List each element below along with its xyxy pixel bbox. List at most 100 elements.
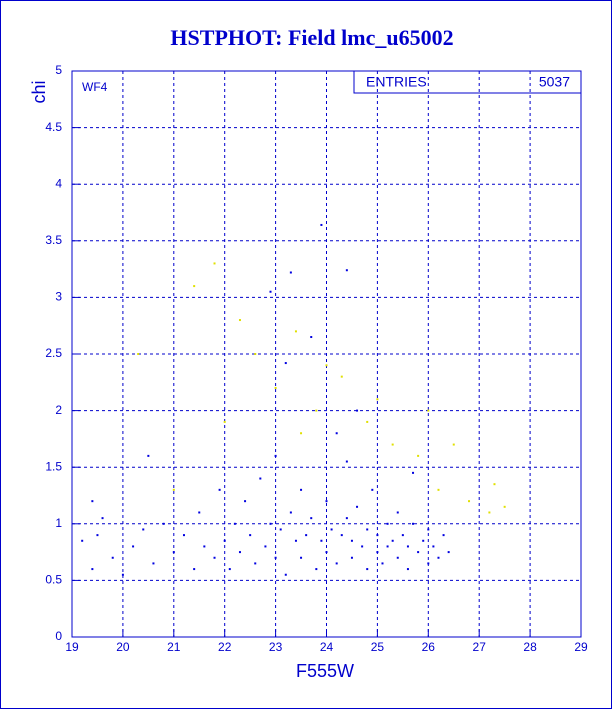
point [213, 556, 216, 559]
point [279, 528, 282, 531]
point [493, 483, 496, 486]
point [249, 534, 252, 537]
point [254, 562, 257, 565]
y-tick-label: 2 [55, 403, 62, 417]
point [406, 545, 409, 548]
point [203, 545, 206, 548]
point [432, 545, 435, 548]
point [147, 454, 150, 457]
point [335, 562, 338, 565]
x-tick-label: 20 [116, 640, 130, 654]
point [91, 500, 94, 503]
point [269, 522, 272, 525]
point [300, 488, 303, 491]
point [417, 454, 420, 457]
point [238, 319, 241, 322]
point [422, 539, 425, 542]
point [310, 517, 313, 520]
point [345, 517, 348, 520]
point [81, 539, 84, 542]
stats-value: 5037 [539, 74, 570, 90]
point [442, 534, 445, 537]
x-tick-label: 19 [65, 640, 79, 654]
point [340, 534, 343, 537]
point [315, 409, 318, 412]
point [376, 534, 379, 537]
point [427, 562, 430, 565]
point [350, 539, 353, 542]
y-tick-label: 0.5 [45, 573, 62, 587]
y-tick-label: 4 [55, 176, 62, 190]
point [172, 488, 175, 491]
point [376, 398, 379, 401]
point [274, 556, 277, 559]
point [452, 443, 455, 446]
point [91, 568, 94, 571]
point [391, 443, 394, 446]
point [391, 539, 394, 542]
point [427, 528, 430, 531]
x-tick-label: 27 [473, 640, 487, 654]
point [406, 568, 409, 571]
point [172, 551, 175, 554]
point [488, 511, 491, 514]
y-tick-label: 1.5 [45, 459, 62, 473]
point [193, 568, 196, 571]
point [371, 488, 374, 491]
point [244, 500, 247, 503]
x-tick-label: 21 [167, 640, 181, 654]
y-tick-label: 3.5 [45, 233, 62, 247]
point [335, 432, 338, 435]
point [366, 568, 369, 571]
point [356, 409, 359, 412]
point [376, 551, 379, 554]
point [269, 290, 272, 293]
point [325, 500, 328, 503]
point [101, 517, 104, 520]
point [223, 420, 226, 423]
point [238, 551, 241, 554]
point [198, 511, 201, 514]
point [366, 528, 369, 531]
point [193, 285, 196, 288]
point [162, 522, 165, 525]
point [289, 271, 292, 274]
point [254, 353, 257, 355]
point [330, 528, 333, 531]
point [182, 534, 185, 537]
x-tick-label: 29 [574, 640, 588, 654]
point [294, 539, 297, 542]
point [228, 568, 231, 571]
point [152, 562, 155, 565]
point [96, 534, 99, 537]
point [305, 534, 308, 537]
stats-label: ENTRIES [366, 74, 427, 90]
point [300, 432, 303, 435]
point [320, 223, 323, 226]
point [345, 460, 348, 463]
point [401, 534, 404, 537]
annotation: WF4 [82, 80, 108, 94]
point [289, 511, 292, 514]
chart-title: HSTPHOT: Field lmc_u65002 [170, 25, 453, 50]
point [213, 262, 216, 265]
point [340, 375, 343, 378]
point [468, 500, 471, 503]
x-tick-label: 28 [523, 640, 537, 654]
x-tick-label: 24 [320, 640, 334, 654]
point [284, 573, 287, 576]
y-axis-label: chi [29, 80, 49, 103]
x-tick-label: 22 [218, 640, 232, 654]
point [320, 539, 323, 542]
point [111, 556, 114, 559]
point [345, 269, 348, 272]
y-tick-label: 3 [55, 290, 62, 304]
point [223, 539, 226, 542]
y-tick-label: 5 [55, 63, 62, 77]
y-tick-label: 4.5 [45, 120, 62, 134]
point [427, 409, 430, 412]
stats-box [353, 70, 582, 94]
point [447, 551, 450, 554]
point [396, 511, 399, 514]
